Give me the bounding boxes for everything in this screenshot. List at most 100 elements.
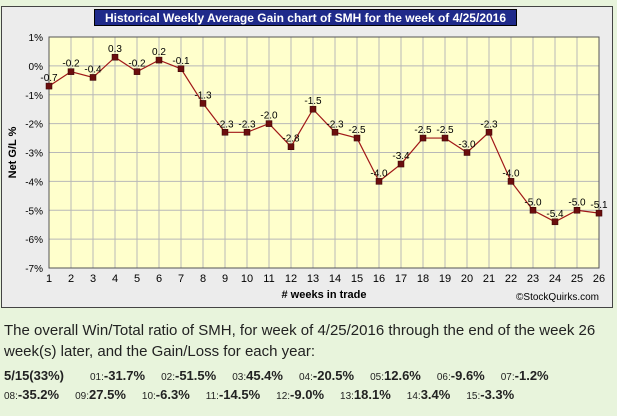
data-label: -0.2 xyxy=(128,59,146,70)
x-tick-label: 16 xyxy=(373,273,385,285)
data-label: -0.4 xyxy=(84,64,102,75)
watermark: ©StockQuirks.com xyxy=(516,292,599,303)
data-point xyxy=(331,129,339,136)
data-label: -4.0 xyxy=(370,168,388,179)
year-value: -51.5% xyxy=(175,368,217,383)
data-label: -0.7 xyxy=(40,73,58,84)
data-point xyxy=(45,82,53,90)
year-value: 45.4% xyxy=(246,368,283,383)
year-value: -9.6% xyxy=(450,368,485,383)
x-tick-label: 7 xyxy=(178,273,184,285)
year-value: 18.1% xyxy=(353,387,391,402)
y-axis-label: Net G/L % xyxy=(7,126,19,178)
x-tick-label: 17 xyxy=(395,273,407,285)
x-tick-label: 8 xyxy=(200,273,206,285)
plot-border xyxy=(48,36,600,269)
y-tick-label: -4% xyxy=(25,177,43,188)
win-ratio: 5/15(33%) xyxy=(4,368,64,383)
data-point xyxy=(463,149,471,156)
y-tick-label: -2% xyxy=(25,120,43,131)
year-label: 09: xyxy=(75,391,90,402)
data-point xyxy=(243,129,251,136)
year-label: 11: xyxy=(205,391,219,402)
x-axis-label: # weeks in trade xyxy=(282,289,367,301)
data-point xyxy=(441,134,449,142)
year-value: -20.5% xyxy=(312,368,355,383)
data-label: -2.5 xyxy=(348,125,366,136)
year-label: 14: xyxy=(406,391,421,402)
data-point xyxy=(221,129,229,136)
year-result: 07:-1.2% xyxy=(501,367,549,386)
x-tick-label: 15 xyxy=(351,273,363,285)
chart-title: Historical Weekly Average Gain chart of … xyxy=(94,9,517,26)
year-label: 03: xyxy=(232,372,247,383)
data-label: -4.0 xyxy=(502,168,520,179)
year-value: -14.5% xyxy=(218,387,261,402)
data-point xyxy=(287,143,295,150)
x-tick-label: 24 xyxy=(549,273,561,285)
data-label: -2.8 xyxy=(282,134,300,145)
data-label: -5.1 xyxy=(590,200,608,211)
year-value: -9.0% xyxy=(290,387,325,402)
year-label: 05: xyxy=(370,372,384,383)
data-point xyxy=(375,178,383,185)
x-tick-label: 21 xyxy=(483,273,495,285)
x-tick-label: 14 xyxy=(329,273,341,285)
data-point xyxy=(155,56,163,64)
year-value: -3.3% xyxy=(480,387,515,402)
year-label: 12: xyxy=(276,391,291,402)
data-label: 0.3 xyxy=(108,44,122,55)
data-point xyxy=(89,74,97,81)
data-label: -5.4 xyxy=(546,209,564,220)
x-tick-label: 9 xyxy=(222,273,228,285)
x-tick-label: 20 xyxy=(461,273,473,285)
yearly-results: 5/15(33%) 01:-31.7% 02:-51.5% 03:45.4% 04:-2… xyxy=(4,367,616,405)
summary-text: The overall Win/Total ratio of SMH, for … xyxy=(4,322,596,360)
x-tick-label: 11 xyxy=(263,273,274,285)
y-tick-label: -7% xyxy=(25,264,43,275)
data-point xyxy=(177,65,185,73)
x-tick-label: 23 xyxy=(527,273,539,285)
data-label: -2.0 xyxy=(260,111,278,122)
data-label: -1.5 xyxy=(304,96,322,107)
series-line xyxy=(48,56,600,223)
x-tick-label: 26 xyxy=(593,273,605,285)
chart-svg: 1%0%-1%-2%-3%-4%-5%-6%-7%1 2 3 4 5 6 7 8 9 10 11 12… xyxy=(7,33,608,303)
year-result: 11:-14.5% xyxy=(206,386,260,405)
data-label: 0.2 xyxy=(152,47,166,58)
year-value: -6.3% xyxy=(155,387,190,402)
y-tick-label: 0% xyxy=(29,62,44,73)
data-point xyxy=(265,120,273,127)
year-label: 01: xyxy=(89,372,104,383)
data-point xyxy=(199,100,207,107)
x-tick-label: 10 xyxy=(241,273,253,285)
x-tick-label: 2 xyxy=(68,273,74,285)
data-label: -0.1 xyxy=(172,56,190,67)
data-point xyxy=(551,218,559,226)
year-result: 09:27.5% xyxy=(75,386,126,405)
y-tick-label: 1% xyxy=(29,33,44,44)
year-label: 04: xyxy=(298,372,313,383)
year-label: 07: xyxy=(500,372,515,383)
data-label: -1.3 xyxy=(194,90,212,101)
y-tick-label: -1% xyxy=(25,91,43,102)
year-label: 15: xyxy=(466,391,481,402)
data-label: -2.3 xyxy=(216,119,234,130)
data-label: -0.2 xyxy=(62,59,80,70)
data-point xyxy=(573,207,581,214)
data-label: -3.0 xyxy=(458,140,476,151)
data-point xyxy=(485,129,493,136)
data-point xyxy=(309,105,317,113)
x-tick-label: 13 xyxy=(307,273,319,285)
x-tick-label: 12 xyxy=(285,273,297,285)
data-label: -5.0 xyxy=(568,197,586,208)
data-label: -3.4 xyxy=(392,151,410,162)
y-tick-label: -5% xyxy=(25,206,43,217)
x-tick-label: 22 xyxy=(505,273,517,285)
x-tick-label: 4 xyxy=(112,273,118,285)
year-result: 14:3.4% xyxy=(407,386,451,405)
x-tick-label: 5 xyxy=(134,273,140,285)
year-label: 10: xyxy=(141,391,156,402)
x-tick-label: 1 xyxy=(46,273,52,285)
year-result: 08:-35.2% xyxy=(4,386,59,405)
